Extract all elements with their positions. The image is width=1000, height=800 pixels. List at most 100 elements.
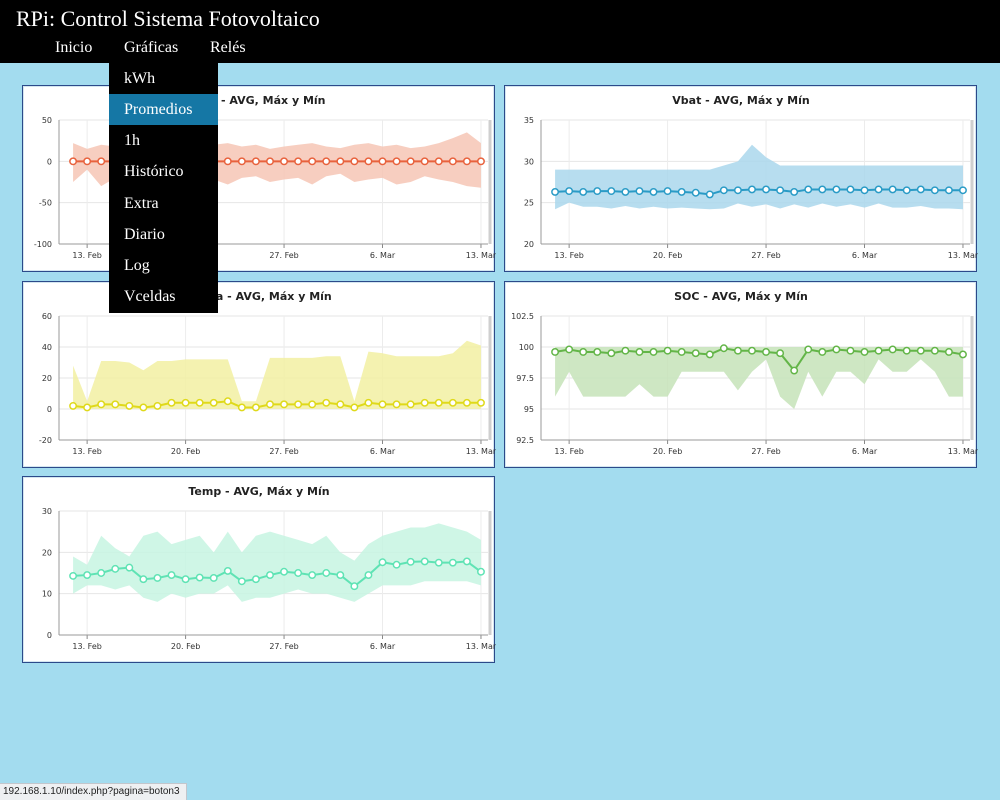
- avg-point: [846, 185, 855, 194]
- avg-point: [336, 571, 345, 580]
- avg-point: [294, 400, 303, 409]
- menu-item-log[interactable]: Log: [124, 257, 150, 274]
- avg-point: [621, 187, 630, 196]
- y-tick-label: 30: [524, 157, 534, 166]
- x-tick-label: 27. Feb: [269, 447, 298, 456]
- x-tick-label: 20. Feb: [653, 447, 682, 456]
- avg-point: [663, 187, 672, 196]
- avg-point: [551, 348, 560, 356]
- avg-point: [153, 574, 162, 582]
- avg-point: [804, 185, 813, 194]
- nav-graficas[interactable]: Gráficas: [124, 39, 179, 56]
- avg-point: [888, 185, 897, 194]
- avg-point: [83, 571, 92, 580]
- avg-point: [139, 403, 148, 412]
- avg-point: [944, 186, 953, 195]
- menu-item-1h[interactable]: 1h: [124, 132, 140, 149]
- avg-point: [477, 567, 485, 576]
- y-tick-label: 25: [524, 199, 534, 208]
- avg-point: [209, 574, 218, 582]
- avg-point: [195, 398, 204, 407]
- avg-point: [959, 350, 967, 359]
- x-tick-label: 6. Mar: [852, 447, 878, 456]
- menu-item-historico[interactable]: Histórico: [124, 163, 184, 180]
- avg-point: [649, 348, 658, 356]
- avg-point: [762, 348, 770, 356]
- chart-title: Iplaca - AVG, Máx y Mín: [186, 290, 332, 303]
- avg-point: [705, 350, 714, 359]
- x-tick-label: 6. Mar: [370, 251, 396, 260]
- avg-point: [677, 348, 686, 356]
- avg-point: [378, 157, 387, 166]
- x-tick-label: 13. Feb: [72, 642, 101, 651]
- menu-item-vceldas[interactable]: Vceldas: [124, 288, 176, 305]
- chart-temp: Temp - AVG, Máx y Mín 30 20 10 0 13. Feb 20. F…: [42, 485, 496, 651]
- avg-point: [125, 401, 134, 410]
- avg-point: [223, 397, 232, 406]
- y-tick-label: -100: [34, 240, 52, 249]
- chart-soc: SOC - AVG, Máx y Mín 102.5 100 97.5 95 92.5 13…: [511, 290, 978, 456]
- x-tick-label: 13. Mar: [466, 642, 496, 651]
- nav-inicio[interactable]: Inicio: [55, 39, 93, 56]
- avg-point: [420, 398, 429, 407]
- avg-point: [748, 185, 756, 194]
- x-tick-label: 27. Feb: [269, 642, 298, 651]
- y-tick-label: 20: [42, 548, 52, 557]
- x-tick-label: 13. Mar: [466, 447, 496, 456]
- avg-point: [139, 575, 148, 584]
- avg-point: [83, 157, 92, 166]
- chart-panel-iplaca: Iplaca - AVG, Máx y Mín 60 40 20 0 -20 13. Feb…: [22, 281, 496, 468]
- nav-reles[interactable]: Relés: [210, 39, 246, 56]
- avg-point: [266, 157, 274, 166]
- avg-point: [406, 557, 415, 566]
- menu-item-diario[interactable]: Diario: [124, 226, 165, 243]
- avg-point: [719, 186, 728, 195]
- avg-point: [635, 348, 644, 356]
- avg-point: [916, 346, 925, 355]
- chart-vbat: Vbat - AVG, Máx y Mín 35 30 25 20 13. Feb 20. …: [524, 94, 978, 260]
- avg-point: [888, 345, 897, 354]
- avg-point: [364, 398, 373, 407]
- avg-point: [406, 157, 415, 166]
- avg-point: [691, 349, 700, 358]
- top-navbar: RPi: Control Sistema Fotovoltaico Inicio…: [0, 0, 1000, 63]
- avg-point: [350, 403, 359, 412]
- avg-point: [294, 157, 303, 166]
- chart-title: Ibat - AVG, Máx y Mín: [192, 94, 325, 107]
- avg-point: [790, 187, 799, 196]
- avg-point: [733, 186, 742, 195]
- avg-point: [364, 157, 373, 166]
- chart-panel-temp: Temp - AVG, Máx y Mín 30 20 10 0 13. Feb 20. F…: [22, 476, 496, 663]
- avg-point: [635, 187, 644, 196]
- x-tick-label: 13. Feb: [554, 447, 583, 456]
- x-tick-label: 13. Feb: [72, 251, 101, 260]
- avg-point: [762, 185, 770, 194]
- avg-point: [434, 398, 443, 407]
- menu-item-kwh[interactable]: kWh: [124, 70, 156, 87]
- y-tick-label: -50: [39, 199, 52, 208]
- avg-point: [607, 187, 616, 196]
- avg-point: [336, 157, 345, 166]
- x-tick-label: 13. Mar: [466, 251, 496, 260]
- y-tick-label: 92.5: [516, 436, 534, 445]
- avg-point: [462, 157, 471, 166]
- avg-point: [251, 157, 260, 166]
- avg-point: [818, 185, 827, 194]
- menu-item-promedios[interactable]: Promedios: [109, 94, 218, 125]
- chart-panel-soc: SOC - AVG, Máx y Mín 102.5 100 97.5 95 92.5 13…: [504, 281, 978, 468]
- avg-point: [223, 566, 232, 575]
- avg-point: [266, 400, 274, 409]
- avg-point: [860, 348, 869, 356]
- avg-point: [350, 582, 359, 591]
- app-title: RPi: Control Sistema Fotovoltaico: [16, 6, 320, 31]
- avg-point: [860, 186, 869, 195]
- menu-item-extra[interactable]: Extra: [124, 195, 159, 212]
- avg-point: [733, 346, 742, 355]
- avg-point: [167, 398, 176, 407]
- y-tick-label: 100: [519, 343, 534, 352]
- avg-point: [294, 569, 303, 577]
- chart-title: Vbat - AVG, Máx y Mín: [672, 94, 809, 107]
- avg-point: [111, 400, 120, 409]
- chart-title: SOC - AVG, Máx y Mín: [674, 290, 808, 303]
- range-band: [73, 523, 481, 602]
